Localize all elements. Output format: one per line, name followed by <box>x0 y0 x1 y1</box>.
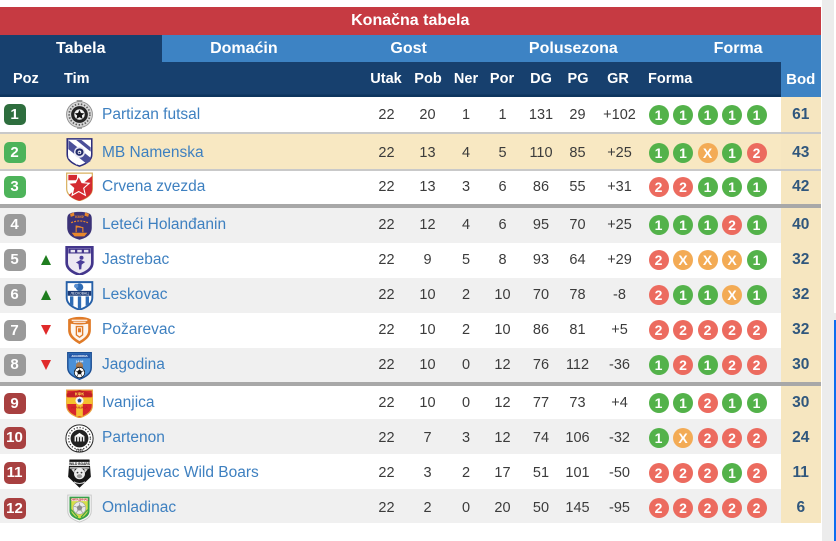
svg-text:WILD BOARS: WILD BOARS <box>69 462 91 466</box>
svg-text:КМФ: КМФ <box>75 214 84 218</box>
svg-text:ЛЕСКОВАЦ: ЛЕСКОВАЦ <box>70 291 89 295</box>
svg-text:ИВАЊИЦА: ИВАЊИЦА <box>71 406 88 410</box>
svg-text:ОМЛАДИНАЦ: ОМЛАДИНАЦ <box>70 498 88 502</box>
svg-text:КФК: КФК <box>74 392 83 397</box>
svg-text:1992: 1992 <box>75 448 83 452</box>
svg-text:14 94: 14 94 <box>75 359 83 363</box>
svg-text:JAGODINA: JAGODINA <box>71 354 88 358</box>
